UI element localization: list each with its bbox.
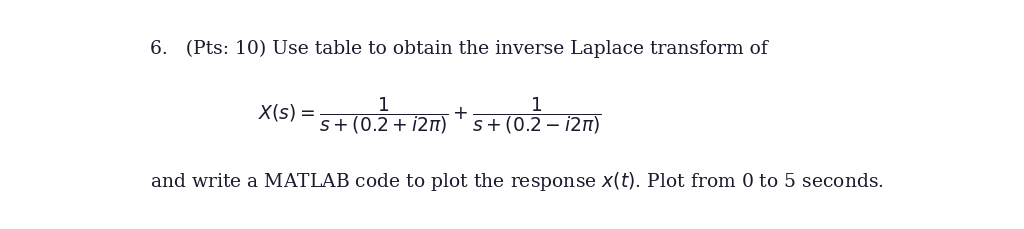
Text: $X(s) = \dfrac{1}{s+(0.2+i2\pi)} + \dfrac{1}{s+(0.2-i2\pi)}$: $X(s) = \dfrac{1}{s+(0.2+i2\pi)} + \dfra…: [258, 95, 601, 136]
Text: 6.   (Pts: 10) Use table to obtain the inverse Laplace transform of: 6. (Pts: 10) Use table to obtain the inv…: [151, 40, 768, 58]
Text: and write a MATLAB code to plot the response $\mathit{x(t)}$. Plot from 0 to 5 s: and write a MATLAB code to plot the resp…: [151, 170, 884, 193]
